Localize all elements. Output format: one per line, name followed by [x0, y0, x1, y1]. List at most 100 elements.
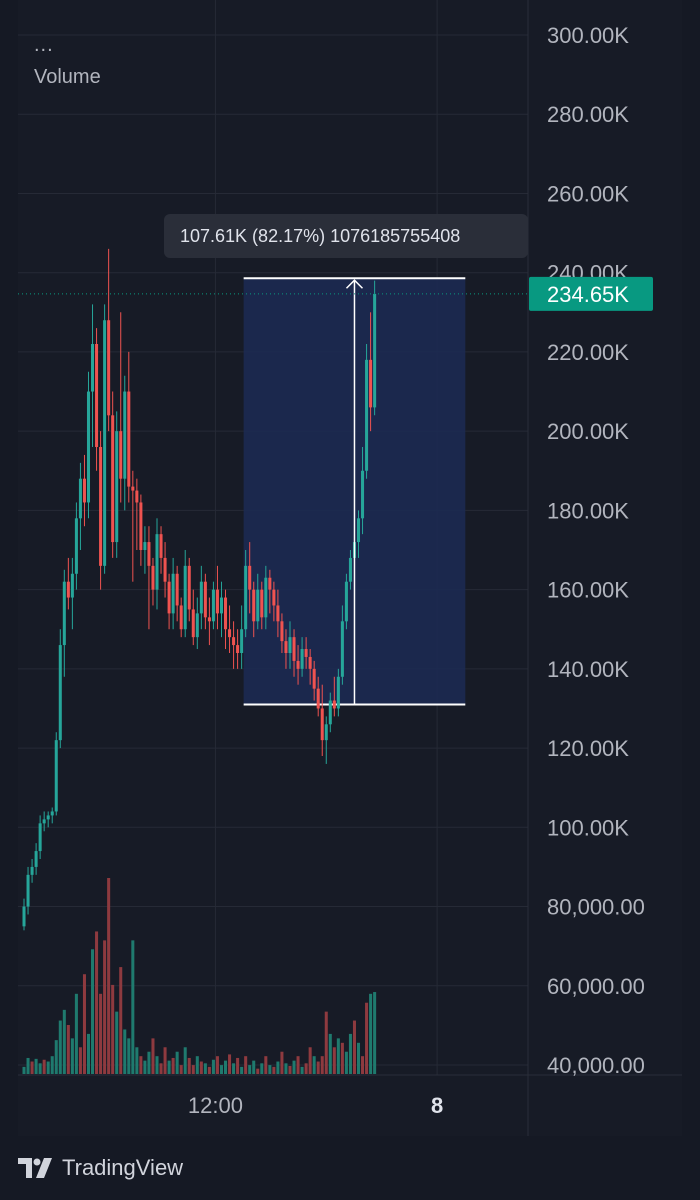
candle-body[interactable]: [228, 629, 232, 638]
candle-body[interactable]: [22, 906, 26, 927]
candle-body[interactable]: [115, 431, 119, 543]
candle-body[interactable]: [135, 490, 139, 503]
candle-body[interactable]: [123, 391, 127, 479]
brand-name[interactable]: TradingView: [62, 1155, 184, 1180]
candle-body[interactable]: [46, 815, 50, 820]
candle-body[interactable]: [280, 621, 284, 642]
volume-bar: [62, 1009, 66, 1074]
candle-body[interactable]: [369, 359, 373, 408]
candle-body[interactable]: [163, 557, 167, 582]
candle-body[interactable]: [308, 656, 312, 669]
candle-body[interactable]: [34, 851, 38, 867]
candle-body[interactable]: [99, 447, 103, 566]
candle-body[interactable]: [328, 700, 332, 725]
volume-bar: [135, 1047, 139, 1074]
candle-body[interactable]: [244, 565, 248, 630]
candle-body[interactable]: [199, 581, 203, 614]
candle-body[interactable]: [219, 597, 223, 614]
candle-body[interactable]: [195, 613, 199, 638]
candle-body[interactable]: [292, 637, 296, 661]
volume-bar: [99, 993, 103, 1074]
candle-body[interactable]: [159, 534, 163, 558]
volume-bar: [260, 1063, 264, 1074]
candle-body[interactable]: [147, 542, 151, 566]
candle-body[interactable]: [155, 534, 159, 590]
candle-body[interactable]: [304, 649, 308, 657]
volume-bar: [320, 1056, 324, 1074]
candle-body[interactable]: [336, 676, 340, 709]
candle-body[interactable]: [66, 581, 70, 598]
candle-body[interactable]: [42, 819, 46, 824]
candle-body[interactable]: [224, 597, 228, 630]
candle-body[interactable]: [50, 811, 54, 816]
candle-body[interactable]: [30, 866, 34, 875]
candle-body[interactable]: [361, 470, 365, 519]
candle-body[interactable]: [103, 320, 107, 566]
candle-body[interactable]: [139, 502, 143, 550]
volume-bar: [34, 1058, 38, 1074]
candle-body[interactable]: [373, 293, 377, 408]
candle-body[interactable]: [171, 573, 175, 614]
candle-body[interactable]: [131, 486, 135, 491]
candle-body[interactable]: [356, 518, 361, 543]
candle-body[interactable]: [215, 589, 219, 614]
candle-body[interactable]: [268, 577, 272, 590]
candle-body[interactable]: [95, 344, 99, 447]
candle-body[interactable]: [236, 645, 240, 653]
candle-body[interactable]: [70, 573, 74, 598]
candle-body[interactable]: [74, 518, 78, 574]
candle-body[interactable]: [82, 478, 86, 503]
candle-body[interactable]: [365, 359, 369, 471]
candle-body[interactable]: [260, 589, 264, 618]
candle-body[interactable]: [183, 565, 187, 630]
candle-body[interactable]: [191, 609, 195, 638]
candle-body[interactable]: [151, 565, 155, 590]
candle-body[interactable]: [344, 581, 348, 622]
candle-body[interactable]: [179, 605, 183, 630]
candle-body[interactable]: [316, 688, 320, 709]
candle-body[interactable]: [119, 431, 123, 479]
candle-body[interactable]: [312, 668, 316, 689]
candle-body[interactable]: [252, 589, 256, 622]
candle-body[interactable]: [203, 581, 207, 618]
candle-body[interactable]: [111, 415, 115, 543]
candle-body[interactable]: [320, 708, 324, 741]
candle-body[interactable]: [248, 565, 252, 590]
candle-body[interactable]: [187, 565, 191, 610]
candle-body[interactable]: [296, 660, 300, 669]
candle-body[interactable]: [207, 617, 211, 622]
candle-body[interactable]: [86, 391, 91, 503]
more-options-icon[interactable]: ...: [34, 34, 54, 56]
last-price-badge[interactable]: [529, 276, 653, 311]
candle-body[interactable]: [272, 589, 276, 606]
candle-body[interactable]: [332, 700, 336, 709]
candle-body[interactable]: [348, 557, 352, 582]
candle-body[interactable]: [240, 629, 244, 653]
candle-body[interactable]: [288, 637, 292, 653]
candle-body[interactable]: [232, 637, 236, 646]
candle-body[interactable]: [91, 344, 95, 392]
candle-body[interactable]: [78, 478, 82, 519]
candle-body[interactable]: [127, 391, 131, 487]
chart-canvas[interactable]: 300.00K280.00K260.00K240.00K220.00K200.0…: [18, 0, 682, 1136]
candle-body[interactable]: [175, 573, 179, 606]
candle-body[interactable]: [167, 581, 171, 614]
tradingview-logo-icon[interactable]: [18, 1158, 54, 1178]
candle-body[interactable]: [58, 645, 62, 741]
candle-body[interactable]: [143, 542, 147, 550]
volume-study-label[interactable]: Volume: [34, 66, 101, 88]
candle-body[interactable]: [300, 649, 304, 669]
candle-body[interactable]: [38, 823, 42, 852]
candle-body[interactable]: [256, 589, 260, 622]
candle-body[interactable]: [62, 581, 66, 646]
candle-body[interactable]: [324, 724, 328, 741]
candle-body[interactable]: [284, 641, 288, 653]
candle-body[interactable]: [264, 577, 268, 618]
candle-body[interactable]: [107, 320, 111, 416]
candle-body[interactable]: [26, 874, 30, 907]
chart-panel[interactable]: 300.00K 280.00K 260.00K 240.00K 220.00K 200.0…: [18, 0, 682, 1136]
candle-body[interactable]: [340, 621, 344, 677]
candle-body[interactable]: [54, 740, 58, 812]
candle-body[interactable]: [211, 589, 215, 622]
candle-body[interactable]: [276, 605, 280, 622]
